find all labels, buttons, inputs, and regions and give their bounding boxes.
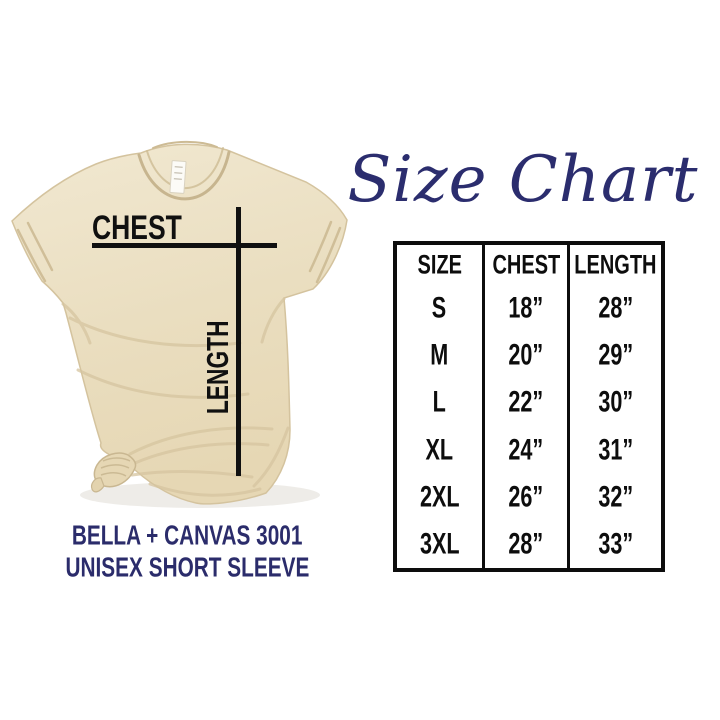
page-title: Size Chart	[347, 143, 699, 217]
table-cell-size: 3XL	[419, 527, 460, 561]
table-cell-size: L	[432, 386, 447, 419]
product-caption: BELLA + CANVAS 3001 UNISEX SHORT SLEEVE	[12, 519, 362, 583]
hem-knot	[90, 452, 137, 493]
neck-tag	[169, 160, 187, 194]
table-cell-chest: 18”	[482, 285, 570, 333]
table-cell-chest: 22”	[482, 379, 570, 427]
table-cell-chest: 28”	[482, 520, 570, 568]
table-cell-chest: 24”	[482, 426, 570, 474]
product-caption-line1: BELLA + CANVAS 3001	[71, 519, 303, 551]
size-table-header-size: SIZE	[417, 249, 462, 280]
shirt-collar	[137, 140, 231, 201]
table-cell-length: 29”	[598, 338, 633, 372]
table-cell-size: M	[430, 338, 449, 372]
tshirt-photo	[11, 140, 348, 508]
table-cell-size: S	[432, 291, 447, 325]
fabric-folds	[61, 297, 290, 497]
table-cell-length: 28”	[598, 291, 633, 325]
size-table: SIZE CHEST LENGTH S 18” 28” M 20” 29” L …	[393, 241, 665, 572]
table-cell-chest: 26”	[482, 473, 570, 521]
size-table-header-chest: CHEST	[482, 245, 570, 285]
length-measure-label: LENGTH	[201, 320, 236, 415]
table-cell-length: 33”	[598, 527, 633, 561]
chest-measure-line	[92, 243, 277, 248]
table-cell-chest: 20”	[482, 332, 570, 380]
table-cell-size: XL	[425, 433, 454, 466]
shirt-body	[11, 143, 348, 505]
size-table-header-length: LENGTH	[574, 249, 657, 280]
table-cell-length: 30”	[598, 386, 633, 419]
table-cell-size: 2XL	[419, 480, 460, 513]
table-cell-length: 31”	[598, 433, 633, 466]
sleeve-cuffs	[16, 220, 342, 284]
product-caption-line2: UNISEX SHORT SLEEVE	[65, 551, 309, 583]
table-cell-length: 32”	[598, 480, 633, 513]
chest-measure-label: CHEST	[92, 208, 182, 248]
length-measure-line	[236, 207, 241, 476]
